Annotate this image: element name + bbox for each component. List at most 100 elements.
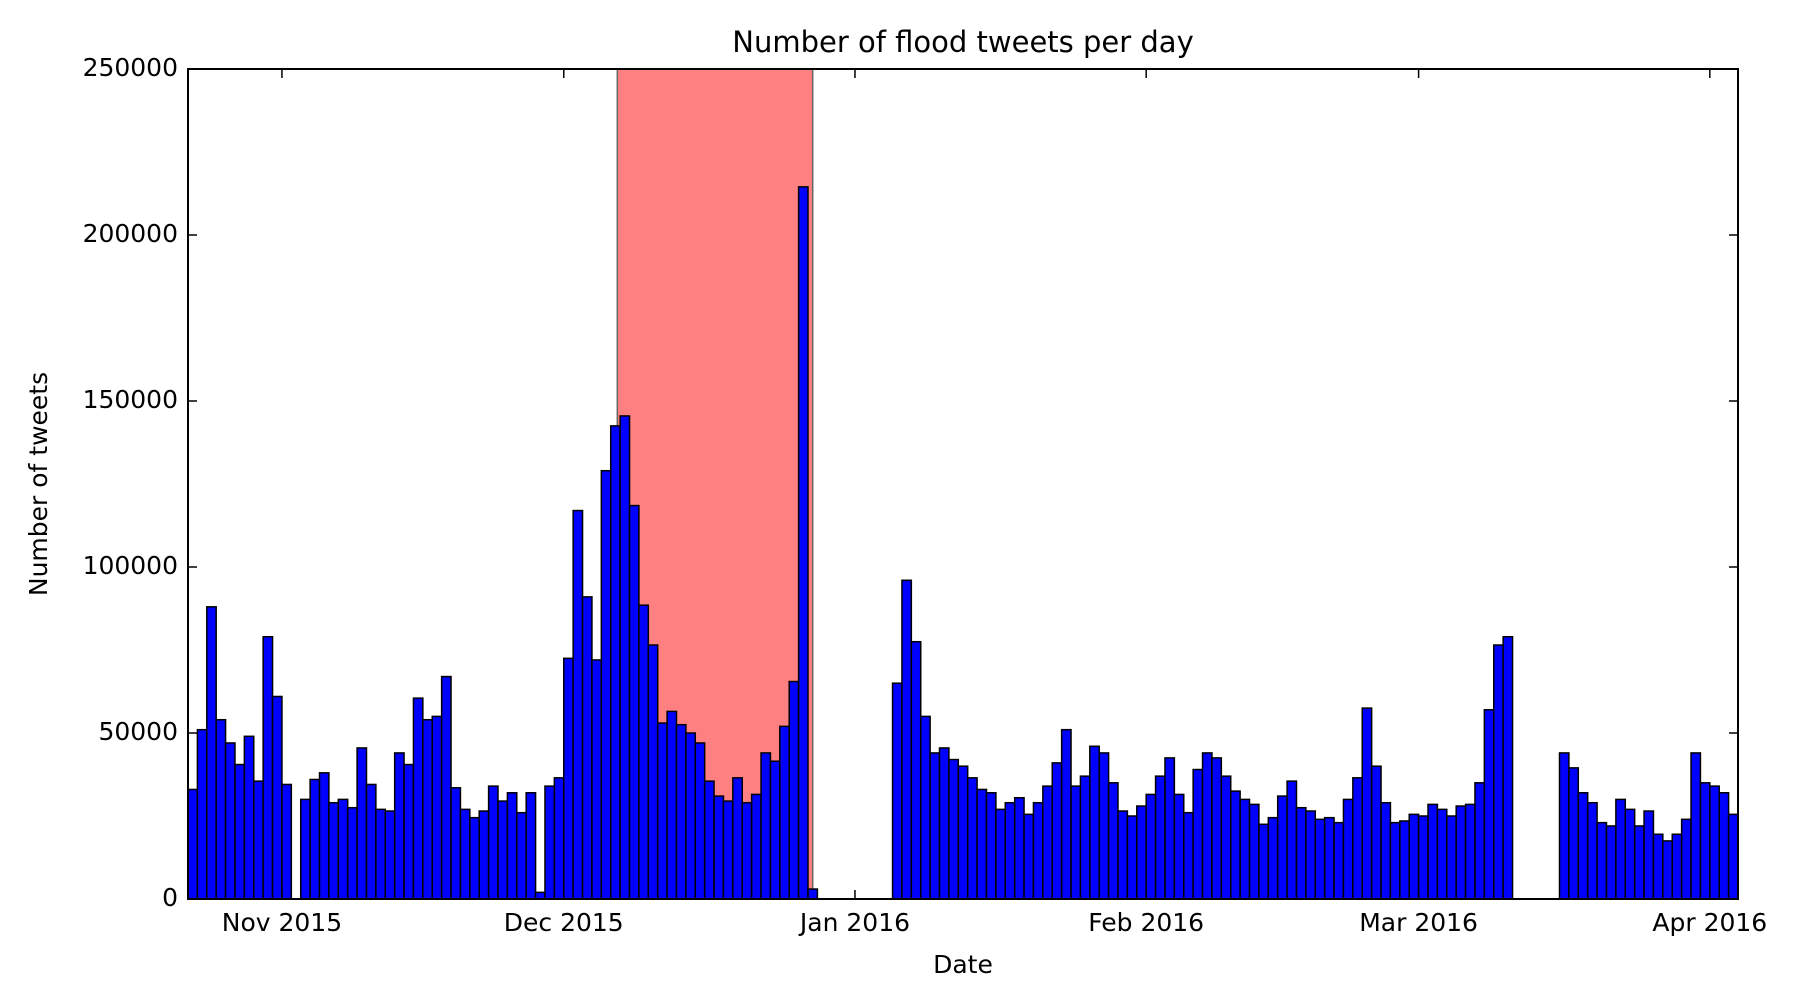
bar xyxy=(1154,775,1166,900)
bar xyxy=(638,604,650,900)
bar xyxy=(1013,796,1025,900)
bar xyxy=(1427,803,1439,900)
bar xyxy=(1089,745,1100,900)
bar xyxy=(1352,777,1363,900)
x-tick-label: Mar 2016 xyxy=(1359,908,1478,937)
bar xyxy=(1051,762,1063,900)
bar xyxy=(957,765,969,900)
bar xyxy=(375,808,387,900)
bar xyxy=(722,800,734,900)
bar xyxy=(1389,821,1401,900)
bar xyxy=(1032,801,1044,900)
bar xyxy=(1709,785,1720,900)
bar xyxy=(1333,821,1345,900)
bar xyxy=(732,777,743,900)
bar xyxy=(1586,801,1598,900)
bar xyxy=(487,785,499,900)
bar xyxy=(1718,792,1730,900)
bar xyxy=(1070,785,1082,900)
bar xyxy=(1699,782,1711,900)
bar xyxy=(891,682,903,900)
bar xyxy=(337,798,349,900)
bar xyxy=(929,752,941,900)
bar xyxy=(393,752,405,900)
bar xyxy=(1173,793,1185,900)
bar xyxy=(1558,752,1570,900)
bar xyxy=(1568,767,1580,900)
bar xyxy=(581,596,593,900)
bar xyxy=(1126,815,1138,900)
bar xyxy=(563,657,574,900)
bar xyxy=(1098,752,1110,900)
bar xyxy=(1436,808,1448,900)
bar xyxy=(309,778,321,900)
bar xyxy=(1615,798,1627,900)
bar xyxy=(966,777,978,900)
x-tick-label: Dec 2015 xyxy=(504,908,624,937)
bar xyxy=(1493,644,1504,900)
y-axis-label: Number of tweets xyxy=(24,372,53,596)
bar xyxy=(234,763,246,900)
bar xyxy=(1295,806,1307,900)
bar xyxy=(1417,815,1429,900)
bar xyxy=(553,777,565,900)
y-tick-label: 200000 xyxy=(83,219,178,248)
bar xyxy=(1211,757,1223,900)
bar xyxy=(600,469,612,900)
chart-title: Number of flood tweets per day xyxy=(732,25,1193,59)
bar xyxy=(422,718,433,900)
bar xyxy=(995,808,1007,900)
bar xyxy=(1136,805,1147,900)
bar xyxy=(525,792,537,900)
bar xyxy=(1474,782,1486,900)
bar xyxy=(403,763,415,900)
bar xyxy=(1633,825,1645,900)
bar xyxy=(1117,810,1129,900)
bar xyxy=(1652,833,1664,900)
bar xyxy=(318,772,330,900)
bar xyxy=(262,635,274,900)
bar xyxy=(506,792,518,900)
bar xyxy=(384,810,396,900)
y-tick-label: 50000 xyxy=(98,717,178,746)
bar xyxy=(713,795,725,900)
bar xyxy=(694,742,706,900)
bar xyxy=(516,811,527,900)
bar xyxy=(1201,752,1213,900)
bar xyxy=(243,735,255,900)
bar xyxy=(1727,813,1739,900)
bar xyxy=(478,810,490,900)
bar xyxy=(346,806,358,900)
bar xyxy=(976,788,988,900)
bar xyxy=(1060,728,1072,900)
bar xyxy=(1380,801,1392,900)
bar xyxy=(224,742,236,900)
bar xyxy=(1248,803,1260,900)
bar xyxy=(1342,798,1354,900)
bar xyxy=(1004,801,1016,900)
bar xyxy=(1446,815,1457,900)
bar xyxy=(1690,752,1702,900)
bar xyxy=(544,785,556,900)
bar xyxy=(1107,782,1119,900)
bar xyxy=(1192,768,1204,900)
bar xyxy=(572,509,584,900)
bar xyxy=(769,760,781,900)
bar xyxy=(215,718,227,900)
bar xyxy=(1267,816,1279,900)
bar xyxy=(459,808,471,900)
bar xyxy=(628,504,640,900)
bar xyxy=(1276,795,1288,900)
bar xyxy=(1145,793,1157,900)
bar xyxy=(412,697,424,900)
bar xyxy=(206,606,217,900)
y-tick-label: 0 xyxy=(162,883,178,912)
bar xyxy=(779,725,790,900)
bar xyxy=(1258,823,1270,900)
y-tick-label: 100000 xyxy=(83,551,178,580)
bar xyxy=(619,415,631,900)
bar xyxy=(1680,818,1692,900)
x-tick-label: Feb 2016 xyxy=(1088,908,1204,937)
bar xyxy=(196,728,208,900)
